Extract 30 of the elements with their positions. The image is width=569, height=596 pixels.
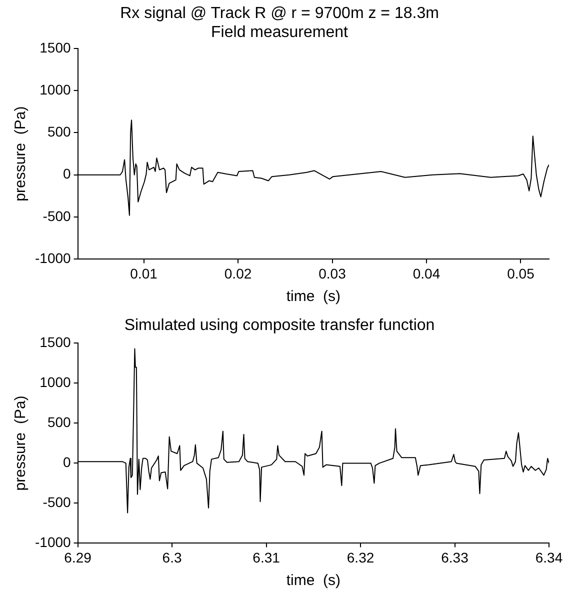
x-tick-label: 6.32 [346,549,374,566]
x-tick-label: 6.34 [535,549,563,566]
y-tick-label: 500 [47,124,72,140]
x-tick-label: 0.04 [412,265,440,282]
y-tick-label: 1000 [40,81,72,98]
x-tick-label: 6.31 [252,549,280,566]
chart-title: Rx signal @ Track R @ r = 9700m z = 18.3m [120,5,439,22]
y-tick-label: 500 [47,414,72,430]
y-tick-label: 0 [63,166,72,182]
x-tick-label: 0.02 [224,265,252,282]
y-tick-label: 1500 [40,39,72,56]
x-tick-label: 6.29 [64,549,92,566]
x-axis-title: time (s) [286,288,340,306]
y-tick-label: -1000 [34,534,72,550]
chart-subtitle: Field measurement [211,24,349,42]
y-axis-title: pressure (Pa) [12,106,30,202]
y-tick-label: 1000 [40,374,72,390]
y-axis-title: pressure (Pa) [12,396,30,491]
x-axis-title: time (s) [286,572,340,590]
y-tick-label: -500 [42,208,72,224]
x-tick-label: 6.33 [441,549,469,566]
x-tick-label: 0.03 [318,265,346,282]
y-tick-label: 0 [63,454,72,470]
y-tick-label: -1000 [34,250,72,266]
x-tick-label: 6.3 [162,549,182,566]
x-tick-label: 0.05 [507,265,535,282]
y-tick-label: 1500 [40,334,72,350]
x-tick-label: 0.01 [130,265,158,282]
y-tick-label: -500 [42,494,72,510]
chart-title: Simulated using composite transfer function [124,317,435,334]
